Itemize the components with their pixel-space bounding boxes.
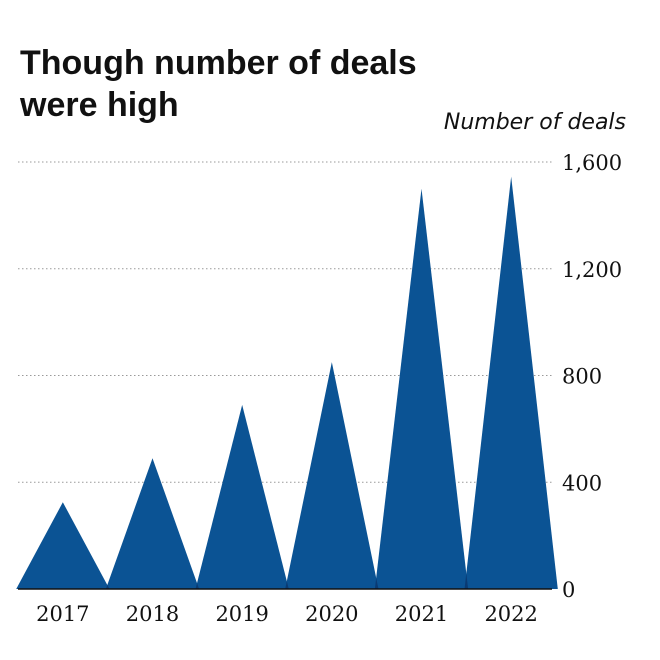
x-tick-label: 2021	[395, 602, 448, 626]
overlap-mark	[464, 573, 469, 589]
overlap-mark	[285, 581, 289, 589]
y-tick-label: 0	[562, 578, 575, 602]
y-tick-label: 1,200	[562, 258, 622, 282]
y-tick-label: 800	[562, 365, 602, 389]
triangle-mark-2020	[285, 362, 379, 589]
x-tick-label: 2020	[305, 602, 358, 626]
triangle-mark-2017	[16, 502, 110, 589]
overlap-mark	[105, 584, 110, 589]
y-axis-label: Number of deals	[443, 110, 626, 135]
x-tick-label: 2019	[215, 602, 268, 626]
triangle-mark-2018	[105, 458, 200, 589]
triangle-mark-2019	[195, 404, 289, 589]
x-tick-label: 2018	[126, 602, 179, 626]
y-tick-label: 400	[562, 471, 602, 495]
overlap-mark	[374, 577, 379, 589]
x-tick-label: 2017	[36, 602, 89, 626]
triangle-mark-2022	[464, 176, 558, 589]
y-tick-label: 1,600	[562, 151, 622, 175]
triangle-mark-2021	[374, 188, 469, 589]
overlap-mark	[195, 583, 200, 589]
x-tick-label: 2022	[484, 602, 537, 626]
chart-title: Though number of deals were high	[20, 44, 417, 124]
